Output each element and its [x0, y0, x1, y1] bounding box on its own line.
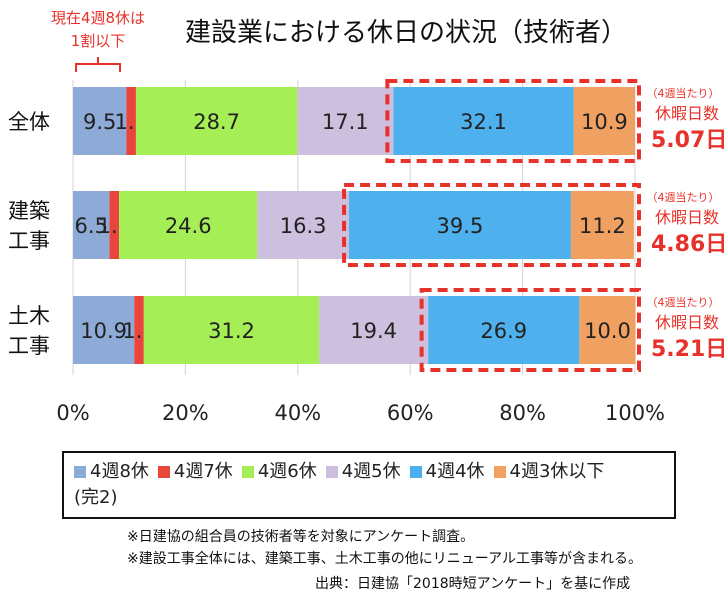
side-note-small: （4週当たり） — [647, 295, 720, 309]
legend-swatch — [157, 466, 170, 478]
x-tick-label: 80% — [499, 401, 546, 425]
data-label: 16.3 — [280, 214, 327, 238]
category-label: 工事 — [8, 229, 50, 253]
side-note-value: 5.07日 — [651, 128, 727, 153]
side-note-small: （4週当たり） — [647, 190, 720, 204]
side-note-label: 休暇日数 — [655, 104, 719, 123]
side-note-label: 休暇日数 — [655, 313, 719, 332]
bar-segment — [135, 87, 298, 155]
bar-segment — [393, 87, 574, 155]
legend-extra: (完2) — [74, 487, 118, 508]
legend-swatch — [74, 466, 86, 478]
bar-segment — [73, 191, 110, 259]
bar-segment — [297, 87, 394, 155]
data-label: 11.2 — [579, 214, 626, 238]
legend: 4週8休 4週7休 4週6休 4週5休 4週4休 4週3休以下 (完2) — [62, 451, 676, 519]
legend-swatch — [409, 466, 422, 478]
top-annotation: 現在4週8休は 1割以下 — [51, 9, 145, 72]
top-annotation-line: 1割以下 — [71, 32, 126, 50]
highlight-frames — [342, 79, 642, 372]
legend-item: 4週5休 — [325, 459, 401, 485]
source-note: 出典：日建協「2018時短アンケート」を基に作成 — [315, 576, 631, 592]
legend-label: 4週3休以下 — [509, 461, 605, 482]
bars: 9.51.7 28.7 17.1 32.1 10.96.51.7 24.6 16.3 39.5… — [73, 87, 636, 364]
highlight-frame — [419, 288, 642, 372]
data-label: 19.4 — [350, 319, 397, 343]
bar-segment — [143, 296, 320, 364]
annotation-bracket — [75, 57, 121, 72]
data-label: 31.2 — [208, 319, 255, 343]
data-label: 24.6 — [165, 214, 212, 238]
side-note-label: 休暇日数 — [655, 208, 719, 227]
bar-segment — [570, 191, 634, 259]
bar-segment — [126, 87, 136, 155]
data-label: 10.9 — [80, 319, 127, 343]
category-label: 建築 — [8, 199, 50, 223]
x-tick-labels: 0% 20% 40% 60% 80% 100% — [56, 401, 665, 425]
legend-items: 4週8休 4週7休 4週6休 4週5休 4週4休 4週3休以下 — [74, 459, 674, 485]
highlight-frame — [342, 183, 641, 267]
bar-segment — [579, 296, 636, 364]
x-tick-label: 100% — [605, 401, 665, 425]
data-label: 28.7 — [193, 110, 240, 134]
data-label: 6.5 — [75, 214, 108, 238]
data-label: 9.5 — [83, 110, 116, 134]
bar-segment — [73, 296, 135, 364]
data-label: 26.9 — [480, 319, 527, 343]
legend-label: 4週6休 — [257, 461, 317, 482]
chart-title: 建設業における休日の状況（技術者） — [185, 18, 627, 48]
bar-segment — [134, 296, 144, 364]
data-label: 10.0 — [584, 319, 631, 343]
data-label: 10.9 — [581, 110, 628, 134]
bar-segment — [73, 87, 127, 155]
bar-segment — [257, 191, 349, 259]
legend-item: 4週8休 — [74, 459, 149, 485]
legend-label: 4週4休 — [425, 461, 485, 482]
bar-segment — [109, 191, 120, 259]
legend-swatch — [493, 466, 506, 478]
side-note-value: 5.21日 — [651, 337, 727, 362]
side-annotations: （4週当たり） 休暇日数 5.07日 （4週当たり） 休暇日数 4.86日 （4週当たり） 休… — [647, 86, 728, 362]
data-label: 17.1 — [322, 110, 369, 134]
bar-segment — [319, 296, 429, 364]
footnote-1: ※日建協の組合員の技術者等を対象にアンケート調査。 — [127, 529, 475, 545]
top-annotation-line: 現在4週8休は — [51, 9, 145, 27]
x-tick-label: 0% — [56, 401, 89, 425]
x-tick-label: 60% — [387, 401, 434, 425]
legend-swatch — [325, 466, 338, 478]
legend-item: 4週3休以下 — [493, 459, 605, 485]
side-note-value: 4.86日 — [651, 232, 727, 257]
category-label: 工事 — [8, 334, 50, 358]
bar-segment — [573, 87, 635, 155]
legend-item: 4週7休 — [157, 459, 233, 485]
legend-label: 4週7休 — [173, 461, 233, 482]
legend-label: 4週5休 — [341, 461, 401, 482]
bar-segment — [119, 191, 258, 259]
data-label: 32.1 — [460, 110, 507, 134]
side-note-small: （4週当たり） — [647, 86, 720, 100]
bar-segment — [428, 296, 580, 364]
highlight-frame — [385, 79, 641, 163]
category-label: 土木 — [8, 304, 50, 328]
category-label: 全体 — [8, 110, 50, 134]
data-label: 39.5 — [437, 214, 484, 238]
footnote-2: ※建設工事全体には、建築工事、土木工事の他にリニューアル工事等が含まれる。 — [127, 551, 643, 567]
x-tick-label: 40% — [274, 401, 321, 425]
x-tick-label: 20% — [162, 401, 209, 425]
legend-item: 4週4休 — [409, 459, 485, 485]
legend-item: 4週6休 — [241, 459, 317, 485]
legend-swatch — [241, 466, 254, 478]
bar-segment — [348, 191, 571, 259]
legend-label: 4週8休 — [90, 461, 149, 482]
